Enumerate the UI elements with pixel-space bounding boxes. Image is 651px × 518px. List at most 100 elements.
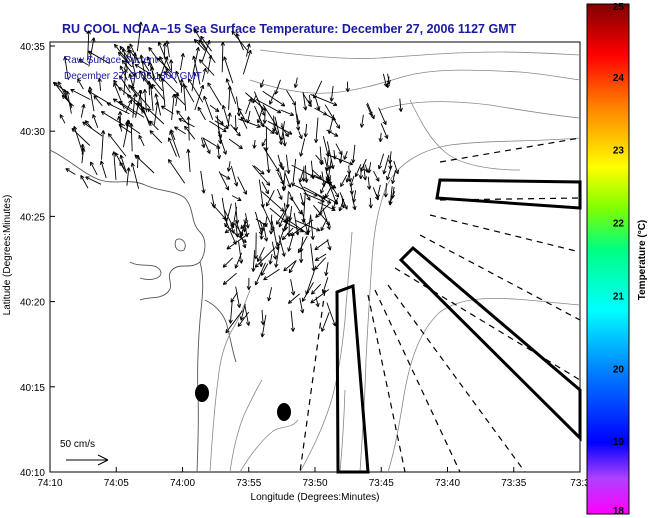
- y-axis-label: Latitude (Degrees:Minutes): [2, 195, 13, 316]
- current-arrow: [302, 92, 308, 111]
- current-arrow: [128, 73, 135, 90]
- current-arrow: [119, 161, 127, 173]
- current-arrow: [329, 85, 334, 102]
- current-arrow: [347, 172, 352, 183]
- x-tick-label: 74:00: [170, 478, 195, 489]
- current-arrow: [90, 161, 98, 176]
- current-arrow: [230, 292, 238, 303]
- current-arrow: [97, 77, 102, 91]
- x-tick-label: 74:05: [104, 478, 129, 489]
- current-arrow: [299, 297, 305, 314]
- current-arrow: [210, 202, 227, 220]
- current-arrow: [181, 83, 187, 111]
- current-arrow: [121, 59, 135, 77]
- current-arrow: [366, 103, 373, 117]
- colorbar-label: Temperature (°C): [637, 220, 648, 301]
- current-arrow: [279, 171, 287, 190]
- current-arrow: [234, 252, 243, 269]
- current-arrow: [160, 105, 174, 114]
- map-title: RU COOL NOAA−15 Sea Surface Temperature:…: [62, 22, 517, 36]
- current-arrow: [325, 169, 330, 182]
- current-arrow: [179, 52, 185, 71]
- current-arrow: [93, 95, 103, 107]
- current-arrow: [200, 170, 206, 194]
- colorbar-tick-label: 23: [613, 146, 625, 157]
- current-arrow: [320, 181, 326, 194]
- current-arrow: [238, 241, 244, 264]
- x-tick-label: 73:50: [302, 478, 327, 489]
- current-arrow: [262, 222, 269, 242]
- current-arrow: [253, 165, 265, 175]
- colorbar-tick-label: 21: [613, 291, 625, 302]
- current-arrow: [299, 192, 305, 206]
- current-arrow: [201, 39, 211, 62]
- current-arrow: [86, 30, 91, 61]
- current-arrow: [327, 114, 335, 134]
- current-arrow: [238, 118, 261, 128]
- y-tick-label: 40:30: [20, 127, 45, 138]
- current-arrow: [271, 241, 278, 260]
- current-arrow: [243, 219, 249, 238]
- current-arrow: [322, 135, 330, 157]
- current-arrow: [134, 63, 149, 74]
- colorbar-tick-label: 24: [613, 73, 625, 84]
- current-arrow: [267, 287, 273, 302]
- current-arrow: [209, 120, 227, 133]
- current-arrow: [233, 115, 239, 132]
- current-arrow: [101, 130, 106, 160]
- current-arrow: [304, 165, 309, 183]
- current-arrow: [314, 239, 329, 251]
- current-arrow: [256, 108, 263, 124]
- current-arrow: [245, 43, 251, 57]
- current-arrow: [159, 56, 168, 71]
- current-arrow: [187, 78, 204, 103]
- current-arrow: [92, 114, 99, 128]
- current-arrow: [226, 161, 232, 172]
- current-arrow: [239, 225, 245, 238]
- current-arrow: [290, 158, 297, 187]
- current-arrow: [268, 254, 273, 265]
- current-arrow: [314, 107, 328, 116]
- current-arrow: [167, 159, 186, 184]
- current-arrow: [262, 104, 278, 127]
- current-arrow: [274, 116, 283, 145]
- survey-polygons: [335, 178, 582, 474]
- bathymetry-contours: [209, 49, 581, 473]
- current-arrow: [113, 79, 121, 90]
- current-arrow: [201, 137, 206, 148]
- current-arrow: [224, 203, 232, 228]
- current-arrow: [200, 35, 212, 52]
- current-arrow: [343, 151, 348, 160]
- current-arrow: [52, 82, 68, 93]
- current-arrow: [126, 45, 137, 76]
- current-arrow: [207, 82, 222, 106]
- current-arrow: [288, 260, 297, 274]
- colorbar-ticks: 25 24 23 22 21 20 19 18: [613, 2, 625, 517]
- scale-arrow: [66, 454, 109, 466]
- current-arrow: [148, 46, 159, 61]
- current-arrow: [278, 235, 286, 257]
- current-arrow: [276, 188, 283, 200]
- current-arrow: [274, 246, 280, 268]
- current-arrow: [359, 114, 365, 128]
- colorbar-tick-label: 25: [613, 2, 625, 13]
- current-arrow: [230, 165, 239, 187]
- current-arrow: [146, 71, 163, 92]
- current-arrow: [326, 302, 337, 327]
- current-arrow: [349, 185, 354, 195]
- current-arrow: [251, 250, 256, 272]
- current-arrow: [221, 104, 230, 127]
- current-arrow: [139, 54, 146, 79]
- current-arrow: [235, 286, 242, 308]
- y-tick-label: 40:25: [20, 212, 45, 223]
- current-arrow: [237, 176, 247, 195]
- x-tick-label: 73:45: [369, 478, 394, 489]
- current-arrow: [317, 195, 332, 204]
- current-arrow: [227, 85, 232, 110]
- current-arrow: [296, 114, 301, 125]
- current-arrow: [267, 120, 293, 135]
- current-arrow: [258, 256, 264, 268]
- current-arrow: [274, 79, 281, 95]
- current-arrow: [149, 130, 163, 144]
